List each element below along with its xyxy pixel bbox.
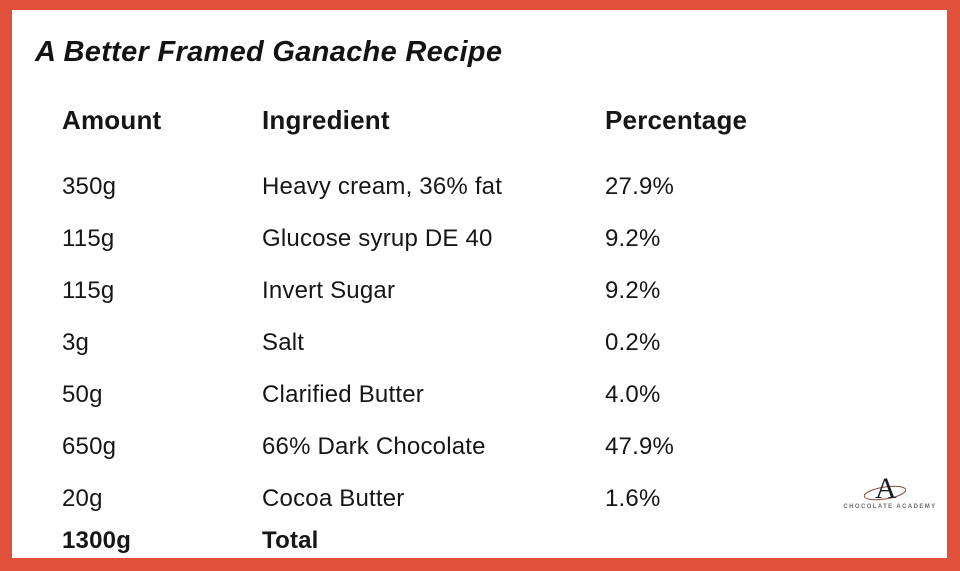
amount-cell: 115g: [62, 277, 115, 304]
table-total-row: 1300g Total: [62, 525, 927, 557]
table-row: 115g Glucose syrup DE 40 9.2%: [62, 213, 927, 265]
table-row: 20g Cocoa Butter 1.6%: [62, 473, 927, 525]
column-header-amount: Amount: [62, 104, 162, 135]
recipe-table: Amount Ingredient Percentage 350g Heavy …: [62, 103, 927, 557]
table-row: 115g Invert Sugar 9.2%: [62, 265, 927, 317]
total-amount-cell: 1300g: [62, 527, 132, 554]
svg-text:A: A: [875, 472, 897, 502]
ingredient-cell: Salt: [262, 329, 305, 356]
table-row: 50g Clarified Butter 4.0%: [62, 369, 927, 421]
chocolate-academy-logo: A CHOCOLATE ACADEMY: [842, 470, 938, 510]
percentage-cell: 27.9%: [605, 173, 675, 200]
amount-cell: 350g: [62, 173, 117, 200]
column-header-ingredient: Ingredient: [262, 104, 390, 135]
percentage-cell: 47.9%: [605, 433, 675, 460]
table-row: 650g 66% Dark Chocolate 47.9%: [62, 421, 927, 473]
table-row: 350g Heavy cream, 36% fat 27.9%: [62, 161, 927, 213]
ingredient-cell: Heavy cream, 36% fat: [262, 173, 503, 200]
amount-cell: 650g: [62, 433, 117, 460]
percentage-cell: 0.2%: [605, 329, 661, 356]
amount-cell: 3g: [62, 329, 90, 356]
table-header-row: Amount Ingredient Percentage: [62, 103, 927, 137]
percentage-cell: 1.6%: [605, 485, 661, 512]
ingredient-cell: 66% Dark Chocolate: [262, 433, 486, 460]
ingredient-cell: Invert Sugar: [262, 277, 396, 304]
ingredient-cell: Clarified Butter: [262, 381, 424, 408]
total-label-cell: Total: [262, 527, 319, 554]
percentage-cell: 9.2%: [605, 225, 661, 252]
amount-cell: 50g: [62, 381, 103, 408]
column-header-percentage: Percentage: [605, 104, 748, 135]
percentage-cell: 4.0%: [605, 381, 661, 408]
table-body: 350g Heavy cream, 36% fat 27.9% 115g Glu…: [62, 161, 927, 525]
table-row: 3g Salt 0.2%: [62, 317, 927, 369]
ingredient-cell: Glucose syrup DE 40: [262, 225, 493, 252]
ingredient-cell: Cocoa Butter: [262, 485, 405, 512]
logo-wordmark: CHOCOLATE ACADEMY: [843, 504, 937, 510]
amount-cell: 20g: [62, 485, 103, 512]
academy-a-icon: A: [863, 472, 907, 502]
percentage-cell: 9.2%: [605, 277, 661, 304]
page-title: A Better Framed Ganache Recipe: [35, 36, 503, 68]
amount-cell: 115g: [62, 225, 115, 252]
